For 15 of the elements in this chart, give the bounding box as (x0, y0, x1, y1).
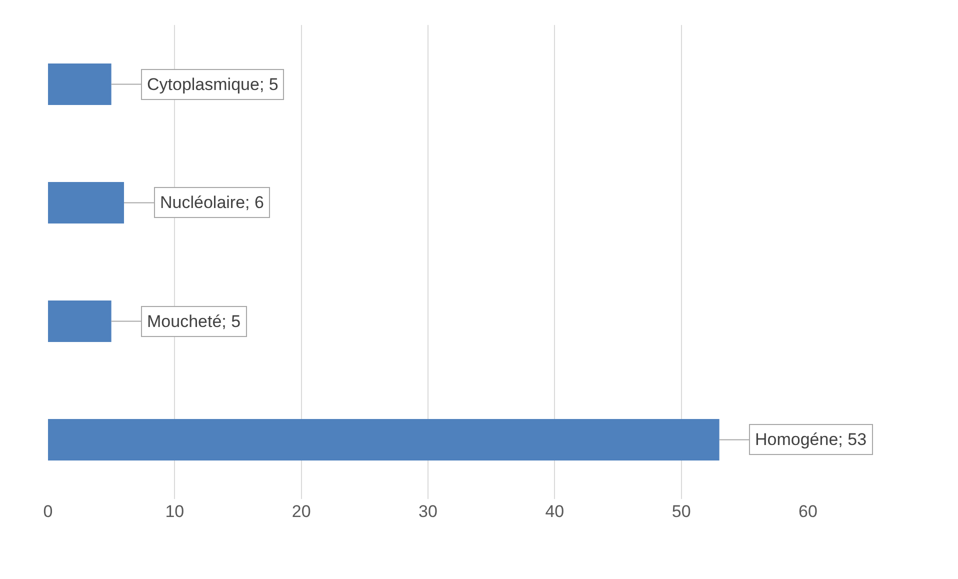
bar (48, 300, 112, 342)
x-tick-label: 0 (43, 502, 53, 521)
bar (48, 64, 112, 105)
data-label: Cytoplasmique; 5 (147, 75, 278, 94)
bar (48, 182, 124, 224)
data-label: Moucheté; 5 (147, 312, 241, 331)
x-tick-label: 50 (672, 502, 691, 521)
x-tick-label: 10 (165, 502, 184, 521)
x-tick-label: 20 (292, 502, 311, 521)
bar (48, 419, 720, 460)
data-label: Nucléolaire; 6 (160, 193, 264, 212)
x-tick-label: 40 (545, 502, 564, 521)
x-tick-label: 30 (418, 502, 438, 521)
x-tick-label: 60 (798, 502, 818, 521)
data-label: Homogéne; 53 (755, 430, 867, 449)
